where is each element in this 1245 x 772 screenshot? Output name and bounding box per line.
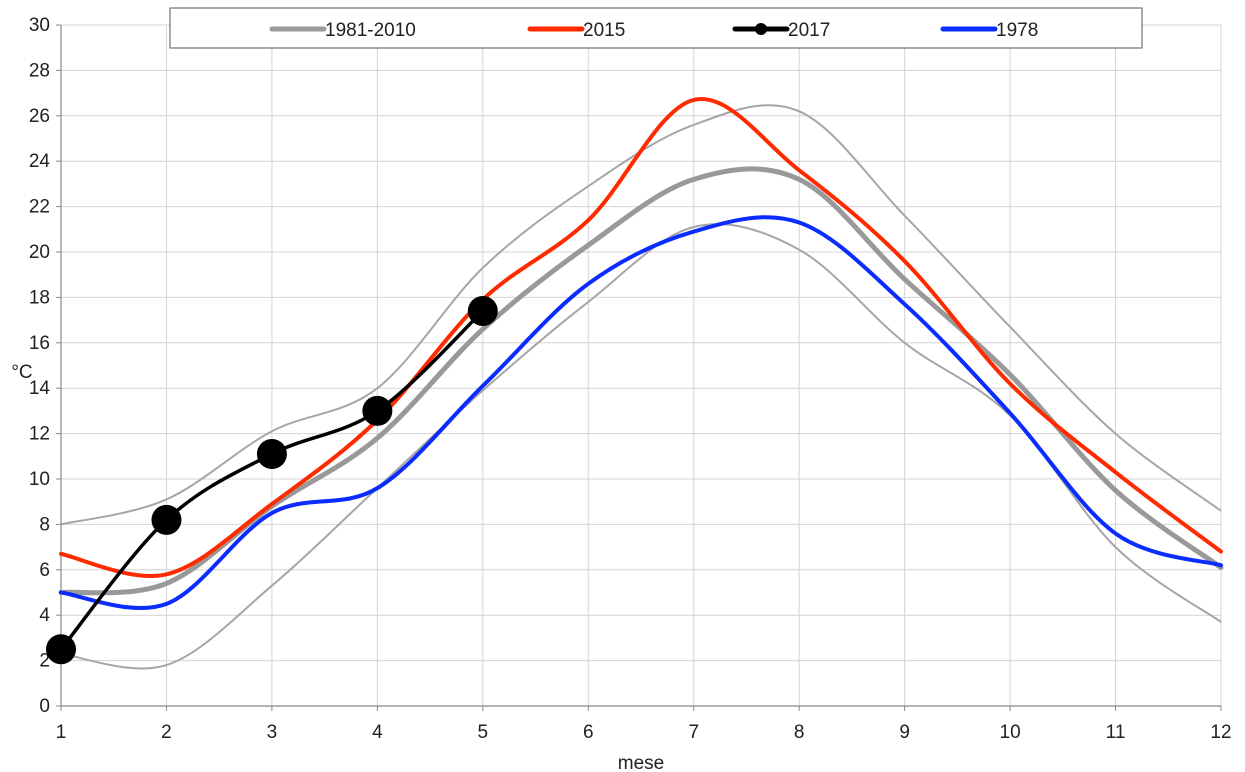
x-tick-label: 6 xyxy=(583,722,594,743)
series-point-2017 xyxy=(46,634,76,665)
y-tick-label: 8 xyxy=(39,514,50,535)
grid-layer xyxy=(60,24,1222,707)
legend-label-2017: 2017 xyxy=(788,20,830,41)
x-tick-label: 3 xyxy=(267,722,278,743)
series-line-1981-2010 xyxy=(58,166,1224,596)
legend-marker-2017 xyxy=(755,23,767,35)
x-tick-label: 2 xyxy=(161,722,172,743)
x-tick-label: 8 xyxy=(794,722,805,743)
x-tick-label: 11 xyxy=(1106,722,1126,743)
band-lower-line xyxy=(60,223,1222,670)
y-tick-label: 14 xyxy=(29,378,51,399)
series-point-2017 xyxy=(467,296,498,327)
x-tick-label: 7 xyxy=(688,722,699,743)
x-tick-label: 10 xyxy=(1000,722,1021,743)
y-tick-label: 4 xyxy=(39,605,50,626)
y-tick-label: 24 xyxy=(29,151,51,172)
band-upper-line xyxy=(60,104,1222,526)
y-tick-label: 6 xyxy=(39,560,50,581)
series-point-2017 xyxy=(256,439,287,470)
legend-label-2015: 2015 xyxy=(583,20,625,41)
series-line-2015 xyxy=(59,97,1223,578)
series-layer xyxy=(46,97,1224,670)
x-tick-label: 1 xyxy=(56,722,67,743)
y-tick-label: 20 xyxy=(29,242,50,263)
series-point-2017 xyxy=(151,504,182,535)
y-tick-label: 30 xyxy=(29,15,50,36)
series-point-2017 xyxy=(362,395,393,426)
series-line-1978 xyxy=(59,215,1223,610)
x-tick-label: 12 xyxy=(1210,722,1231,743)
y-tick-label: 2 xyxy=(39,651,50,672)
y-tick-label: 12 xyxy=(29,424,50,445)
x-tick-label: 5 xyxy=(478,722,489,743)
y-axis-title: °C xyxy=(11,362,32,383)
legend-label-1981-2010: 1981-2010 xyxy=(325,20,416,41)
legend: 1981-2010 2015 2017 1978 xyxy=(169,7,1143,49)
y-tick-label: 18 xyxy=(29,287,50,308)
y-tick-label: 22 xyxy=(29,197,50,218)
y-tick-label: 26 xyxy=(29,106,50,127)
y-tick-label: 16 xyxy=(29,333,50,354)
y-tick-label: 28 xyxy=(29,60,50,81)
y-tick-label: 0 xyxy=(39,696,50,717)
legend-label-1978: 1978 xyxy=(996,20,1038,41)
x-tick-label: 9 xyxy=(899,722,910,743)
x-tick-label: 4 xyxy=(372,722,383,743)
x-axis-title: mese xyxy=(618,753,664,772)
y-tick-label: 10 xyxy=(29,469,50,490)
